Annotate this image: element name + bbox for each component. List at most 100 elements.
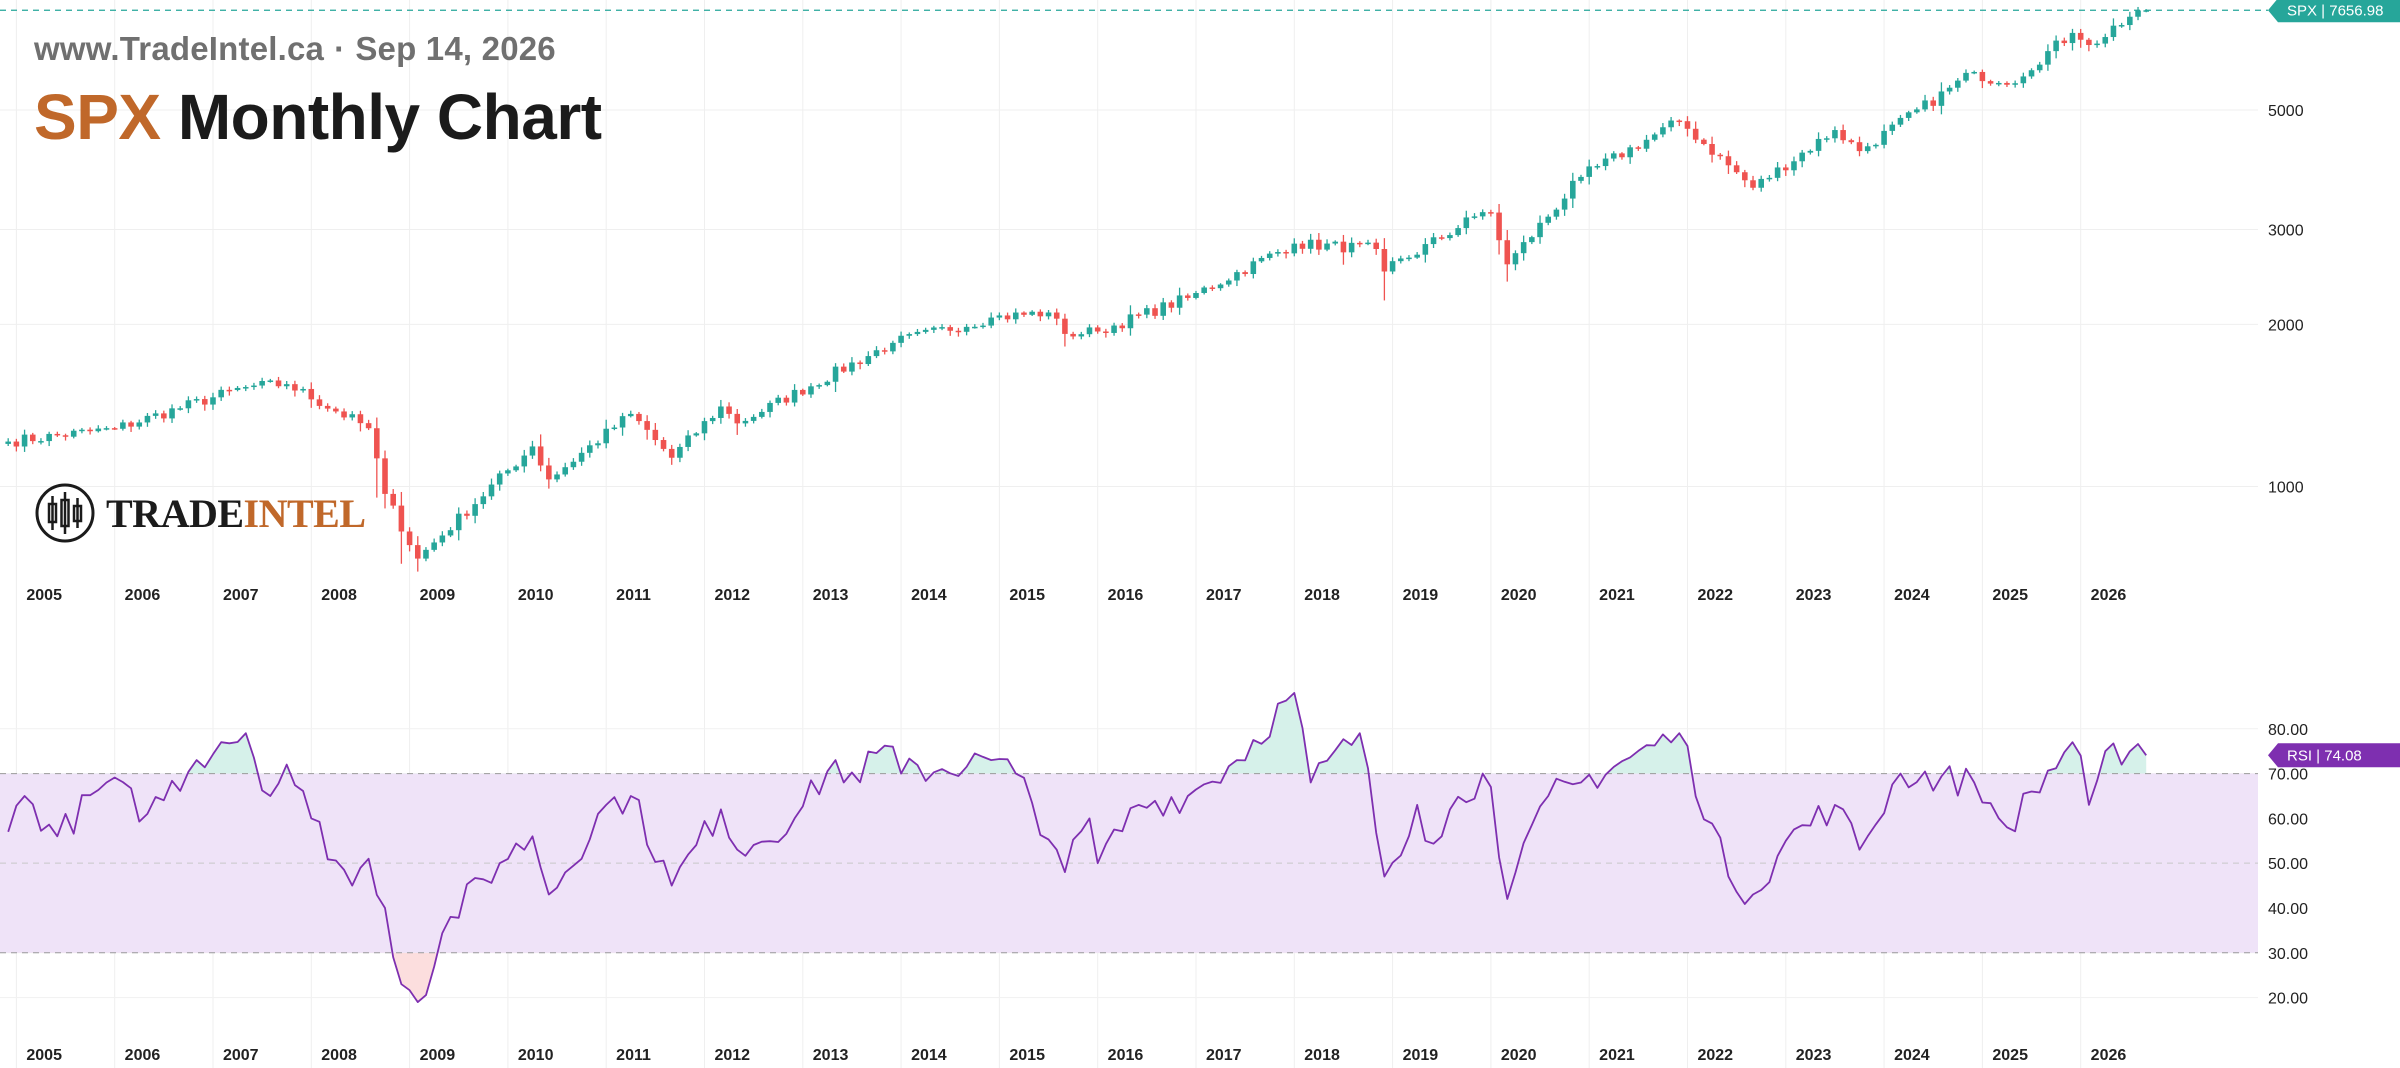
candle-body — [1774, 167, 1781, 178]
candle-body — [1668, 120, 1674, 128]
candle-body — [505, 470, 511, 474]
candle-body — [1045, 312, 1052, 317]
candle-body — [513, 466, 519, 471]
candle — [414, 536, 421, 572]
candle — [1627, 144, 1633, 164]
candle-body — [865, 356, 872, 365]
candle-body — [619, 416, 626, 428]
candle — [1209, 285, 1216, 292]
candle-body — [857, 362, 863, 365]
candle-body — [1144, 308, 1150, 315]
candle-body — [767, 402, 773, 412]
candle — [447, 527, 454, 538]
candle — [1193, 290, 1199, 300]
candle-body — [963, 326, 970, 332]
price-x-label-2018: 2018 — [1304, 587, 1340, 604]
candle-body — [1299, 243, 1306, 249]
candle-body — [1471, 216, 1478, 218]
candle — [1889, 121, 1896, 135]
price-axis-label-5000: 5000 — [2268, 103, 2304, 120]
candle-body — [701, 421, 708, 434]
candle-body — [1602, 158, 1609, 167]
candle — [1529, 235, 1535, 245]
candle-body — [1815, 138, 1822, 151]
candle — [1381, 238, 1388, 301]
candle — [996, 312, 1003, 321]
logo-wordmark: TRADEINTEL — [106, 490, 366, 537]
candle-body — [955, 330, 962, 333]
candle-body — [1176, 295, 1183, 308]
candle-body — [1856, 142, 1863, 152]
candle — [382, 450, 388, 509]
candle-body — [1905, 112, 1912, 118]
candle — [1316, 233, 1322, 255]
candle-body — [382, 458, 388, 494]
candle-body — [169, 408, 175, 419]
candle-body — [1307, 239, 1314, 249]
candle — [537, 434, 544, 472]
candle — [1266, 251, 1273, 261]
candle — [439, 531, 446, 547]
candle — [1578, 174, 1584, 184]
candle-body — [1635, 147, 1642, 149]
candle — [2004, 81, 2010, 87]
candle-body — [38, 441, 44, 443]
candle — [1053, 308, 1060, 326]
candle-body — [996, 315, 1003, 318]
candle — [267, 378, 274, 383]
candle — [595, 440, 601, 449]
candle-body — [1242, 272, 1248, 275]
candle-body — [1103, 331, 1109, 333]
candle — [1479, 209, 1486, 220]
price-axis-label-1000: 1000 — [2268, 480, 2304, 497]
candle — [660, 437, 667, 452]
candle — [1750, 175, 1756, 191]
candle — [177, 406, 184, 411]
candle — [54, 431, 61, 437]
candle-body — [1266, 253, 1273, 258]
candle-body — [587, 445, 593, 453]
candle-body — [849, 362, 855, 372]
candle-body — [578, 452, 585, 462]
candle — [1938, 82, 1945, 115]
rsi-x-label-2015: 2015 — [1009, 1047, 1045, 1064]
price-x-label-2008: 2008 — [321, 587, 357, 604]
candle — [316, 395, 323, 410]
candle-body — [251, 385, 257, 388]
candle — [251, 382, 257, 390]
candle — [1619, 152, 1625, 160]
candle-body — [1430, 237, 1437, 245]
candle-body — [898, 335, 904, 343]
candle — [62, 433, 69, 441]
candle-body — [2086, 39, 2092, 46]
candle — [1660, 123, 1666, 138]
candle — [1840, 124, 1846, 144]
candle-body — [1545, 216, 1552, 223]
candle — [759, 408, 765, 419]
candle-body — [644, 421, 650, 430]
candle — [1168, 300, 1175, 313]
candle-body — [570, 461, 577, 468]
candle — [668, 444, 675, 465]
candle — [136, 419, 143, 430]
candle-body — [1086, 327, 1093, 335]
rsi-x-label-2010: 2010 — [518, 1047, 554, 1064]
candle-body — [111, 428, 118, 430]
candle — [1807, 149, 1814, 155]
candle-body — [2135, 10, 2141, 17]
candle — [1144, 304, 1150, 319]
candle-body — [1791, 161, 1797, 171]
rsi-badge — [2268, 743, 2400, 768]
candle-body — [1348, 242, 1355, 253]
rsi-axis-label-70: 70.00 — [2268, 767, 2308, 784]
candle — [169, 404, 175, 423]
candle-body — [439, 535, 446, 543]
candle-body — [1979, 71, 1986, 82]
candle-body — [1332, 241, 1339, 244]
candle-body — [742, 420, 749, 424]
candle-body — [1676, 120, 1683, 123]
candle — [865, 351, 872, 367]
candle — [652, 422, 659, 446]
candle — [300, 386, 306, 393]
